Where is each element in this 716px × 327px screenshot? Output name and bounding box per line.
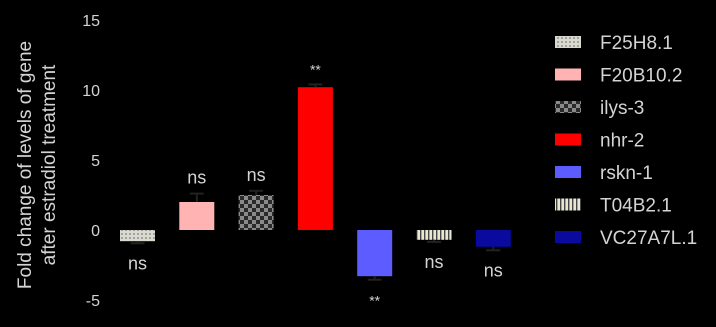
y-axis-ticks: -5 0 5 10 15	[82, 13, 100, 310]
y-tick-label: 5	[91, 153, 100, 170]
legend: F25H8.1 F20B10.2 ilys-3 nhr-2 rskn-1 T04B2.1 V…	[555, 33, 697, 249]
legend-swatch	[555, 68, 581, 81]
legend-swatch	[555, 36, 581, 48]
legend-label: ilys-3	[600, 98, 644, 119]
error-bar	[367, 276, 382, 281]
legend-label: F25H8.1	[600, 33, 673, 54]
legend-swatch	[555, 101, 581, 113]
significance-label: **	[369, 293, 380, 309]
legend-label: VC27A7L.1	[600, 228, 697, 249]
bar	[179, 202, 215, 230]
legend-swatch	[555, 198, 581, 211]
bar	[238, 195, 274, 230]
legend-label: nhr-2	[600, 131, 644, 152]
bar	[357, 230, 393, 277]
y-tick-label: 15	[82, 13, 100, 30]
error-bar	[249, 189, 264, 195]
bar	[416, 230, 452, 240]
error-bar	[308, 83, 323, 88]
legend-swatch	[555, 231, 581, 243]
error-bar	[427, 239, 441, 243]
legend-label: T04B2.1	[600, 196, 672, 217]
significance-label: **	[310, 61, 321, 77]
legend-label: F20B10.2	[600, 66, 682, 87]
bar	[297, 87, 333, 230]
bars: ns ns ns ** ** ns ns	[120, 61, 511, 309]
bar	[475, 230, 511, 247]
significance-label: ns	[128, 253, 147, 273]
y-axis-title: Fold change of levels of gene after estr…	[15, 41, 60, 289]
bar	[120, 230, 155, 242]
legend-label: rskn-1	[600, 163, 653, 184]
significance-label: ns	[247, 165, 266, 185]
y-axis-title-line1: Fold change of levels of gene	[15, 41, 36, 289]
significance-label: ns	[484, 260, 503, 280]
error-bar	[189, 192, 204, 202]
y-tick-label: 0	[91, 223, 100, 240]
y-axis-title-line2: after estradiol treatment	[39, 64, 60, 265]
y-tick-label: -5	[86, 293, 100, 310]
legend-swatch	[555, 166, 581, 178]
significance-label: ns	[424, 252, 443, 272]
error-bar	[130, 241, 145, 245]
error-bar	[486, 246, 501, 252]
legend-swatch	[555, 133, 581, 146]
significance-label: ns	[187, 168, 206, 188]
y-tick-label: 10	[82, 83, 100, 100]
